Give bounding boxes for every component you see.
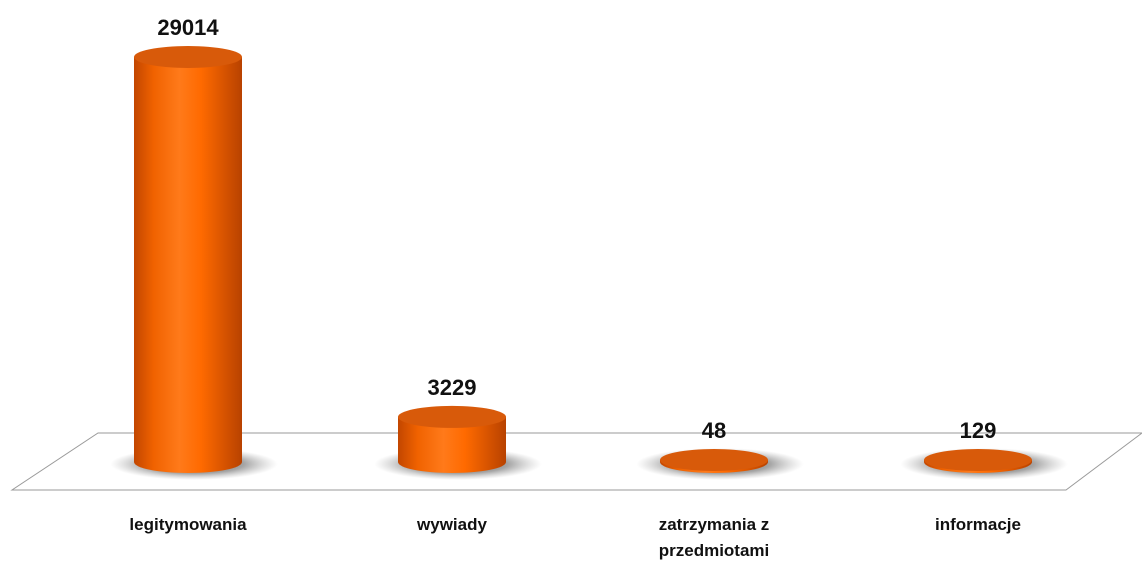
category-label-line: informacje [935, 515, 1021, 534]
value-label-3: 129 [960, 418, 997, 443]
floor-plane [10, 432, 1142, 491]
bars-group [110, 46, 1068, 480]
labels-group: 29014 legitymowania 3229 wywiady 48 zatrzyman… [129, 15, 1021, 560]
category-label-0: legitymowania [129, 515, 247, 534]
value-label-0: 29014 [157, 15, 219, 40]
bar-top-2 [660, 449, 768, 471]
value-label-2: 48 [702, 418, 726, 443]
bar-top-0 [134, 46, 242, 68]
category-label-3: informacje [935, 515, 1021, 534]
category-label-line: zatrzymania z [659, 515, 770, 534]
value-label-1: 3229 [428, 375, 477, 400]
category-label-1: wywiady [416, 515, 487, 534]
category-label-line: przedmiotami [659, 541, 770, 560]
category-label-2: zatrzymania z przedmiotami [659, 515, 770, 560]
bar-0 [134, 57, 242, 473]
bar-top-3 [924, 449, 1032, 471]
bar-1 [398, 416, 506, 473]
bar-top-1 [398, 405, 506, 428]
category-label-line: wywiady [416, 515, 487, 534]
category-label-line: legitymowania [129, 515, 247, 534]
